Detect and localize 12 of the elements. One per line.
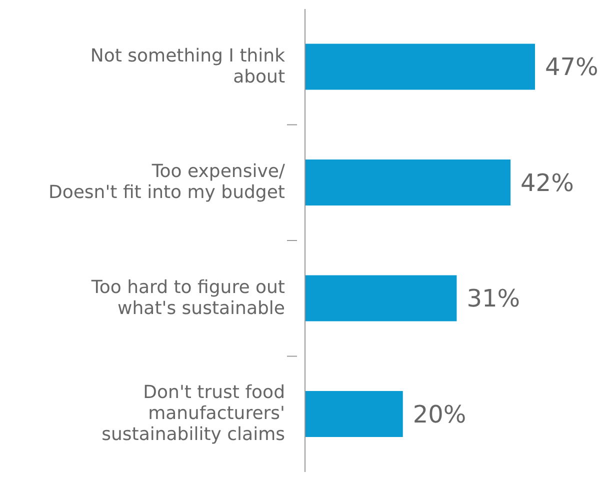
y-tick-label: Not something I think about xyxy=(90,45,286,88)
bar xyxy=(305,275,457,322)
data-label: 42% xyxy=(520,168,574,197)
bar xyxy=(305,159,511,206)
data-label: 31% xyxy=(466,284,520,313)
y-tick-label: Don't trust food manufacturers' sustainability claims xyxy=(102,382,285,446)
y-tick-label: Too hard to figure out what's sustainable xyxy=(90,276,285,319)
y-tick-label: Too expensive/ Doesn't fit into my budget xyxy=(48,161,286,204)
data-label: 47% xyxy=(545,53,598,82)
bar xyxy=(305,44,535,90)
bar xyxy=(305,390,403,437)
data-label: 20% xyxy=(412,400,466,428)
